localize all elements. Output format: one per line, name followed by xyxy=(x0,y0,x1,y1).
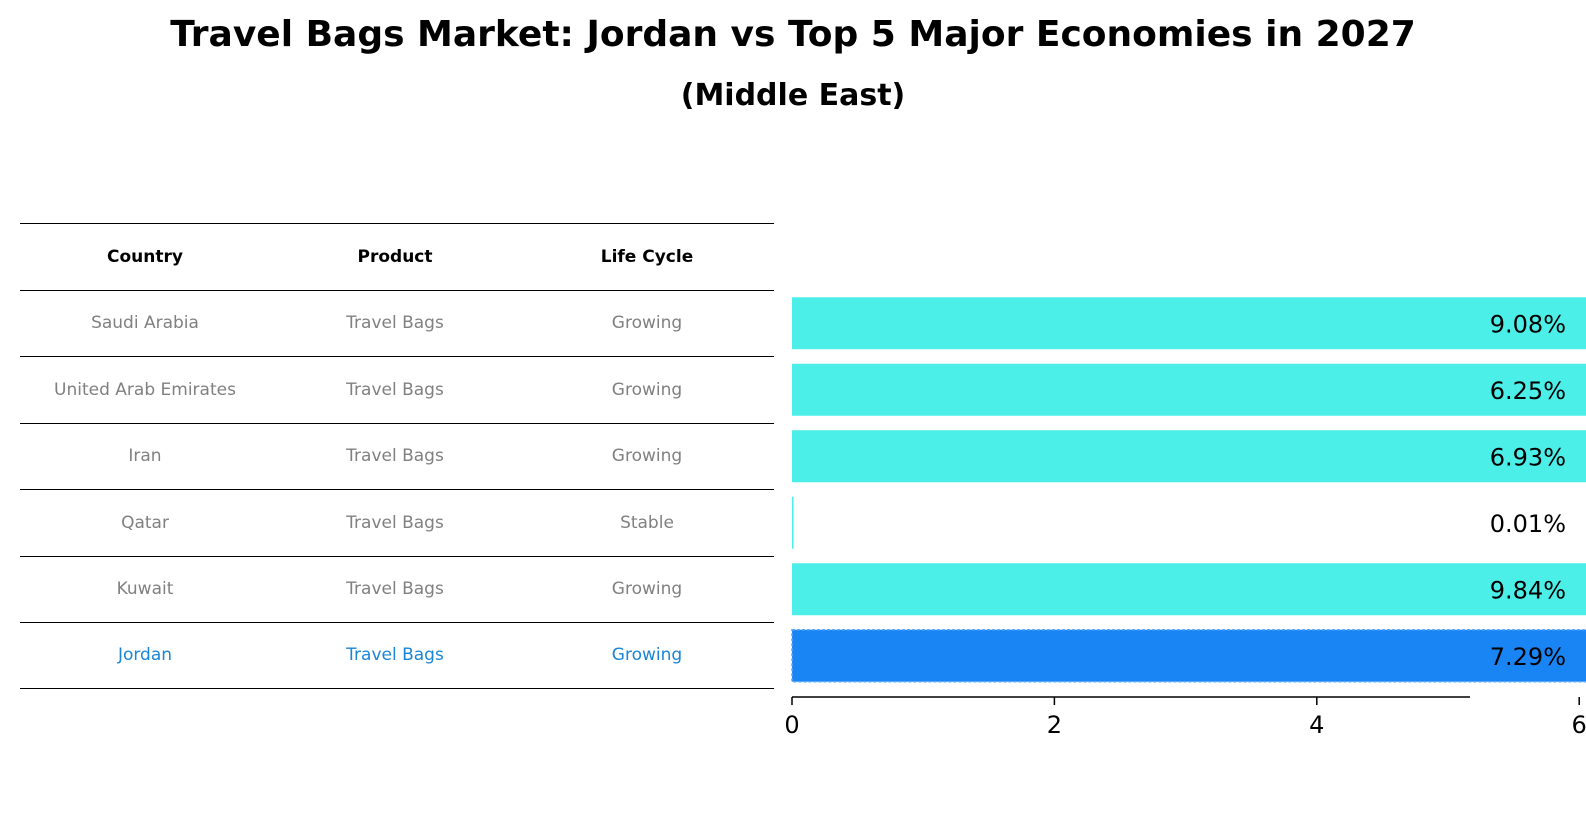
cell-product: Travel Bags xyxy=(346,645,444,666)
table-row: Kuwait Travel Bags Growing xyxy=(20,555,774,623)
x-tick-label: 4 xyxy=(1309,711,1324,739)
bar xyxy=(792,563,1586,616)
table-row: United Arab Emirates Travel Bags Growing xyxy=(20,356,774,423)
bar xyxy=(792,496,794,549)
bar-value-label: 9.08% xyxy=(1490,310,1566,338)
cell-country: Saudi Arabia xyxy=(91,313,199,334)
bar-value-label: 0.01% xyxy=(1490,510,1566,538)
cell-life-cycle: Growing xyxy=(611,579,683,600)
chart-subtitle: (Middle East) xyxy=(680,78,906,113)
cell-life-cycle: Growing xyxy=(611,313,683,334)
table-row: Qatar Travel Bags Stable xyxy=(20,489,774,556)
x-tick-label: 6 xyxy=(1572,711,1586,739)
table-header-row: Country Product Life Cycle xyxy=(20,223,774,290)
cell-life-cycle: Growing xyxy=(611,645,683,666)
cell-country: Iran xyxy=(128,446,162,467)
cell-life-cycle: Growing xyxy=(611,379,683,400)
bar-value-label: 6.25% xyxy=(1490,377,1566,405)
cell-product: Travel Bags xyxy=(346,579,444,600)
table-row-highlighted: Jordan Travel Bags Growing xyxy=(20,622,774,689)
cell-country: Kuwait xyxy=(116,579,174,600)
cell-country: United Arab Emirates xyxy=(54,379,236,400)
cell-life-cycle: Growing xyxy=(611,446,683,467)
header-product: Product xyxy=(357,246,433,267)
table-row: Iran Travel Bags Growing xyxy=(20,422,774,490)
data-table: Country Product Life Cycle Saudi Arabia … xyxy=(20,223,774,689)
bar-highlighted xyxy=(791,629,1586,683)
bar-value-label: 6.93% xyxy=(1490,443,1566,471)
x-tick-label: 2 xyxy=(1047,711,1062,739)
bar xyxy=(792,363,1586,416)
cell-country: Jordan xyxy=(117,645,173,666)
bar-value-label: 7.29% xyxy=(1490,643,1566,671)
table-row: Saudi Arabia Travel Bags Growing xyxy=(20,289,774,357)
cell-product: Travel Bags xyxy=(346,379,444,400)
header-country: Country xyxy=(107,246,183,267)
cell-product: Travel Bags xyxy=(346,512,444,533)
bar-value-label: 9.84% xyxy=(1490,576,1566,604)
bar xyxy=(792,430,1586,483)
header-life-cycle: Life Cycle xyxy=(600,246,694,267)
cell-country: Qatar xyxy=(121,512,169,533)
cell-life-cycle: Stable xyxy=(620,512,674,533)
x-tick-label: 0 xyxy=(784,711,799,739)
cell-product: Travel Bags xyxy=(346,446,444,467)
chart-title: Travel Bags Market: Jordan vs Top 5 Majo… xyxy=(170,14,1416,55)
bar xyxy=(792,297,1586,350)
cell-product: Travel Bags xyxy=(346,313,444,334)
